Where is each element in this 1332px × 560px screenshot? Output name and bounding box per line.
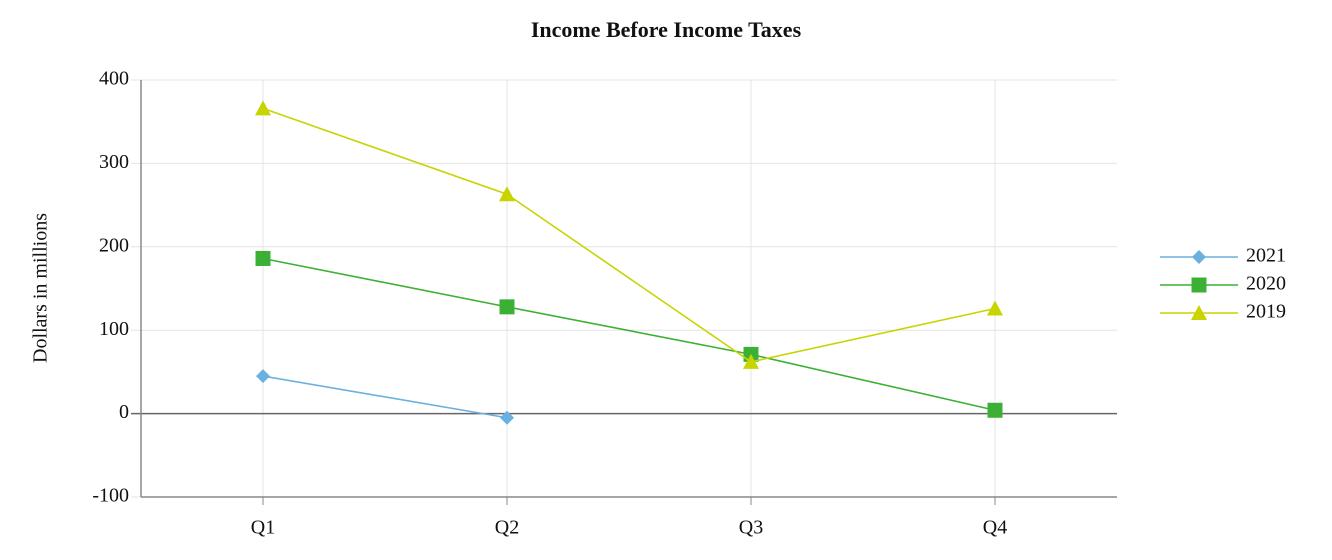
y-tick-label: 400 — [99, 68, 129, 90]
marker — [255, 250, 271, 266]
marker — [256, 369, 270, 384]
marker — [987, 300, 1003, 316]
x-tick-label: Q2 — [495, 517, 519, 539]
legend-marker — [1192, 250, 1206, 264]
chart-title: Income Before Income Taxes — [531, 17, 802, 42]
y-tick-label: 0 — [119, 401, 129, 423]
marker — [987, 402, 1003, 418]
series-line — [262, 107, 996, 363]
y-tick-label: 200 — [99, 234, 129, 256]
x-tick-label: Q3 — [739, 517, 763, 539]
marker — [500, 410, 514, 425]
marker — [255, 100, 271, 116]
legend-label: 2020 — [1246, 273, 1286, 295]
y-tick-label: 100 — [99, 318, 129, 340]
marker — [499, 299, 515, 315]
series-line — [262, 257, 996, 412]
y-axis-label: Dollars in millions — [30, 213, 52, 363]
legend-marker — [1191, 277, 1207, 293]
marker — [499, 186, 515, 202]
x-tick-label: Q4 — [983, 517, 1007, 539]
x-tick-label: Q1 — [251, 517, 275, 539]
y-tick-label: -100 — [92, 485, 129, 507]
y-tick-label: 300 — [99, 151, 129, 173]
legend-marker — [1191, 305, 1207, 320]
legend-label: 2019 — [1246, 301, 1286, 323]
marker — [743, 353, 759, 369]
series-line — [262, 375, 508, 419]
legend-label: 2021 — [1246, 245, 1286, 267]
